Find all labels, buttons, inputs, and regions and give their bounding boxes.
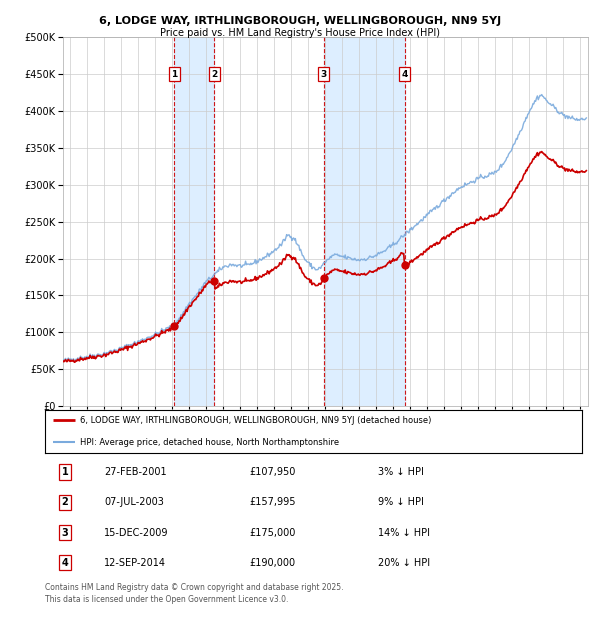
Text: 9% ↓ HPI: 9% ↓ HPI (378, 497, 424, 507)
Text: 07-JUL-2003: 07-JUL-2003 (104, 497, 164, 507)
Text: £107,950: £107,950 (249, 467, 295, 477)
Text: £190,000: £190,000 (249, 558, 295, 568)
Bar (174, 37, 214, 406)
Text: £157,995: £157,995 (249, 497, 296, 507)
Text: 14% ↓ HPI: 14% ↓ HPI (378, 528, 430, 538)
Text: 4: 4 (401, 69, 407, 79)
Text: £175,000: £175,000 (249, 528, 295, 538)
Text: 1: 1 (61, 467, 68, 477)
Text: 6, LODGE WAY, IRTHLINGBOROUGH, WELLINGBOROUGH, NN9 5YJ (detached house): 6, LODGE WAY, IRTHLINGBOROUGH, WELLINGBO… (80, 415, 431, 425)
Text: 27-FEB-2001: 27-FEB-2001 (104, 467, 167, 477)
Text: 2: 2 (211, 69, 218, 79)
Text: 3: 3 (61, 528, 68, 538)
Text: 12-SEP-2014: 12-SEP-2014 (104, 558, 166, 568)
Text: 4: 4 (61, 558, 68, 568)
Text: 20% ↓ HPI: 20% ↓ HPI (378, 558, 430, 568)
Text: 15-DEC-2009: 15-DEC-2009 (104, 528, 169, 538)
Text: HPI: Average price, detached house, North Northamptonshire: HPI: Average price, detached house, Nort… (80, 438, 339, 446)
Text: 3: 3 (320, 69, 327, 79)
Text: Contains HM Land Registry data © Crown copyright and database right 2025.
This d: Contains HM Land Registry data © Crown c… (45, 583, 343, 604)
Text: 6, LODGE WAY, IRTHLINGBOROUGH, WELLINGBOROUGH, NN9 5YJ: 6, LODGE WAY, IRTHLINGBOROUGH, WELLINGBO… (99, 16, 501, 25)
Text: 2: 2 (61, 497, 68, 507)
Text: 1: 1 (171, 69, 178, 79)
Text: 3% ↓ HPI: 3% ↓ HPI (378, 467, 424, 477)
Text: Price paid vs. HM Land Registry's House Price Index (HPI): Price paid vs. HM Land Registry's House … (160, 28, 440, 38)
Bar (324, 37, 404, 406)
